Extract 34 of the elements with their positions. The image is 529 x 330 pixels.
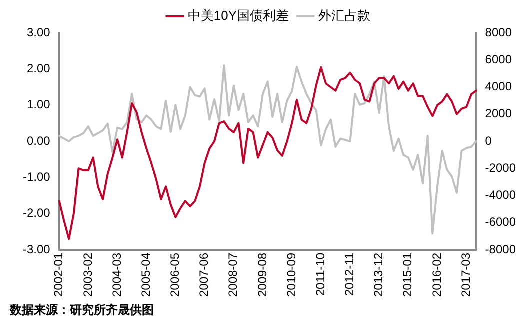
legend-label: 中美10Y国债利差	[188, 8, 290, 24]
y2-tick-label: 8000	[485, 25, 512, 40]
source-note: 数据来源：研究所齐晟供图	[10, 302, 154, 319]
x-tick-label: 2009-08	[255, 252, 270, 298]
x-tick-label: 2003-02	[80, 252, 95, 298]
x-tick-label: 2008-07	[226, 252, 240, 298]
x-tick-label: 2007-06	[197, 252, 212, 298]
y-tick-label: -3.00	[22, 242, 51, 256]
x-tick-label: 2016-02	[430, 252, 444, 298]
x-tick-label: 2006-05	[168, 252, 182, 298]
x-tick-label: 2004-03	[110, 252, 124, 298]
y-tick-label: -1.00	[22, 170, 51, 184]
y2-tick-label: -4000	[485, 188, 516, 202]
y-tick-label: 2.00	[26, 61, 51, 76]
x-tick-label: 2011-10	[313, 252, 328, 296]
x-tick-label: 2015-01	[400, 252, 415, 298]
x-tick-label: 2005-04	[138, 252, 153, 298]
y2-tick-label: 0	[485, 134, 492, 148]
x-tick-label: 2012-11	[342, 252, 357, 296]
y2-tick-label: -8000	[485, 242, 516, 256]
x-tick-label: 2017-03	[458, 252, 473, 298]
legend-label: 外汇占款	[318, 8, 371, 24]
x-tick-label: 2010-09	[284, 252, 298, 298]
y-tick-label: 1.00	[26, 98, 51, 112]
y2-tick-label: -2000	[485, 160, 516, 175]
y2-tick-label: 2000	[485, 106, 512, 121]
x-tick-label: 2013-12	[372, 252, 386, 298]
y2-tick-label: -6000	[485, 215, 516, 230]
y2-tick-label: 6000	[485, 52, 512, 66]
y-tick-label: 0.00	[26, 134, 51, 148]
y2-tick-label: 4000	[485, 80, 512, 94]
x-tick-label: 2002-01	[52, 252, 66, 298]
y-tick-label: 3.00	[26, 25, 51, 40]
y-tick-label: -2.00	[22, 206, 51, 220]
